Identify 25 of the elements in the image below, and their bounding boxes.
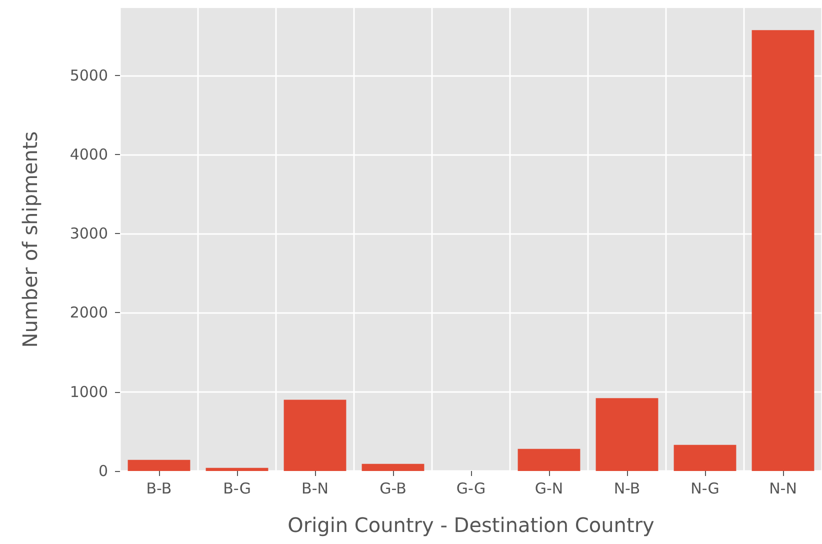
y-tick-label: 3000 [70,224,108,243]
x-tick-label: B-G [223,480,251,498]
x-tick-label: N-G [690,480,720,498]
bar [128,460,190,471]
x-axis-title: Origin Country - Destination Country [288,513,655,537]
y-axis-title: Number of shipments [18,131,42,348]
x-tick-label: N-N [769,480,797,498]
x-tick-label: B-N [302,480,328,498]
bar [284,400,346,471]
bar [362,464,424,471]
bar [752,30,814,471]
x-tick-label: G-G [456,480,486,498]
bar [674,444,736,471]
bar [206,468,268,471]
y-tick-label: 1000 [70,382,108,401]
y-tick-label: 0 [98,462,108,480]
x-tick-label: B-B [146,480,172,498]
y-tick-label: 2000 [70,304,108,322]
y-tick-label: 5000 [70,66,108,84]
x-tick-label: G-B [380,480,406,498]
y-tick-label: 4000 [70,145,108,164]
bar [518,448,580,471]
bar [596,398,658,471]
x-tick-label: G-N [534,480,564,498]
x-tick-label: N-B [614,480,640,498]
